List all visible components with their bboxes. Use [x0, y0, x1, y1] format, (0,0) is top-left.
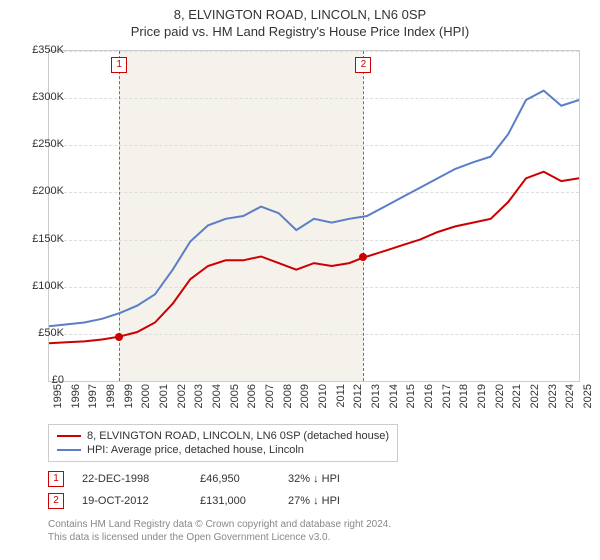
marker-box-2: 2 — [355, 57, 371, 73]
legend-swatch — [57, 449, 81, 451]
xtick-label: 2012 — [352, 384, 364, 408]
footer-line2: This data is licensed under the Open Gov… — [48, 531, 391, 544]
xtick-label: 2020 — [494, 384, 506, 408]
legend-item: HPI: Average price, detached house, Linc… — [57, 443, 389, 457]
ytick-label: £100K — [22, 280, 64, 292]
xtick-label: 2016 — [423, 384, 435, 408]
xtick-label: 2005 — [229, 384, 241, 408]
chart-subtitle: Price paid vs. HM Land Registry's House … — [0, 24, 600, 43]
xtick-label: 2003 — [193, 384, 205, 408]
xtick-label: 2004 — [211, 384, 223, 408]
xtick-label: 2021 — [511, 384, 523, 408]
line-series — [49, 51, 579, 381]
sale-dot — [115, 333, 123, 341]
xtick-label: 2014 — [388, 384, 400, 408]
xtick-label: 2000 — [140, 384, 152, 408]
xtick-label: 2001 — [158, 384, 170, 408]
sale-marker-box: 1 — [48, 471, 64, 487]
sale-hpi: 27% ↓ HPI — [288, 495, 368, 507]
xtick-label: 2006 — [246, 384, 258, 408]
plot-area: 12 — [48, 50, 580, 382]
xtick-label: 2018 — [458, 384, 470, 408]
xtick-label: 1999 — [123, 384, 135, 408]
sales-table: 1 22-DEC-1998 £46,950 32% ↓ HPI 2 19-OCT-2012… — [48, 468, 368, 512]
xtick-label: 2022 — [529, 384, 541, 408]
xtick-label: 2015 — [405, 384, 417, 408]
xtick-label: 2024 — [564, 384, 576, 408]
ytick-label: £300K — [22, 91, 64, 103]
xtick-label: 2019 — [476, 384, 488, 408]
sale-date: 22-DEC-1998 — [82, 473, 182, 485]
legend: 8, ELVINGTON ROAD, LINCOLN, LN6 0SP (det… — [48, 424, 398, 462]
chart-title: 8, ELVINGTON ROAD, LINCOLN, LN6 0SP — [0, 0, 600, 24]
ytick-label: £200K — [22, 185, 64, 197]
marker-box-1: 1 — [111, 57, 127, 73]
footer-line1: Contains HM Land Registry data © Crown c… — [48, 518, 391, 531]
sale-price: £46,950 — [200, 473, 270, 485]
footer: Contains HM Land Registry data © Crown c… — [48, 518, 391, 544]
xtick-label: 1996 — [70, 384, 82, 408]
xtick-label: 1998 — [105, 384, 117, 408]
xtick-label: 2025 — [582, 384, 594, 408]
xtick-label: 2002 — [176, 384, 188, 408]
xtick-label: 1997 — [87, 384, 99, 408]
ytick-label: £150K — [22, 233, 64, 245]
sale-date: 19-OCT-2012 — [82, 495, 182, 507]
legend-item: 8, ELVINGTON ROAD, LINCOLN, LN6 0SP (det… — [57, 429, 389, 443]
sale-marker-box: 2 — [48, 493, 64, 509]
sale-hpi: 32% ↓ HPI — [288, 473, 368, 485]
sale-price: £131,000 — [200, 495, 270, 507]
ytick-label: £250K — [22, 138, 64, 150]
xtick-label: 2023 — [547, 384, 559, 408]
xtick-label: 2007 — [264, 384, 276, 408]
xtick-label: 2013 — [370, 384, 382, 408]
xtick-label: 2010 — [317, 384, 329, 408]
sale-dot — [359, 253, 367, 261]
chart-container: 8, ELVINGTON ROAD, LINCOLN, LN6 0SP Pric… — [0, 0, 600, 560]
xtick-label: 2011 — [335, 384, 347, 408]
xtick-label: 2008 — [282, 384, 294, 408]
legend-label: 8, ELVINGTON ROAD, LINCOLN, LN6 0SP (det… — [87, 430, 389, 442]
sale-row: 2 19-OCT-2012 £131,000 27% ↓ HPI — [48, 490, 368, 512]
legend-label: HPI: Average price, detached house, Linc… — [87, 444, 304, 456]
sale-row: 1 22-DEC-1998 £46,950 32% ↓ HPI — [48, 468, 368, 490]
xtick-label: 1995 — [52, 384, 64, 408]
ytick-label: £50K — [22, 327, 64, 339]
xtick-label: 2017 — [441, 384, 453, 408]
ytick-label: £350K — [22, 44, 64, 56]
xtick-label: 2009 — [299, 384, 311, 408]
legend-swatch — [57, 435, 81, 437]
